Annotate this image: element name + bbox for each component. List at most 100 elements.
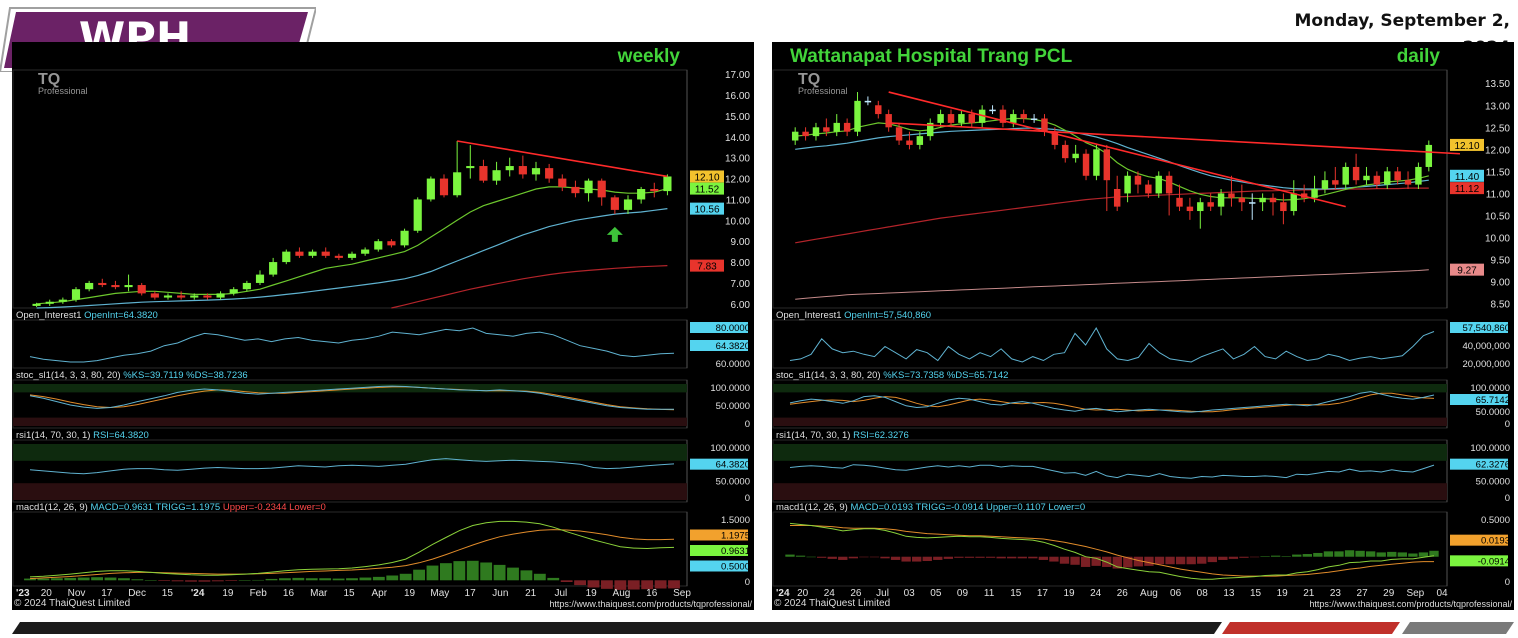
daily-chart: Wattanapat Hospital Trang PCL daily TQProf… bbox=[772, 42, 1514, 610]
weekly-candle-body bbox=[243, 283, 251, 289]
weekly-x-tick: Jun bbox=[492, 588, 508, 599]
weekly-x-tick: 21 bbox=[525, 588, 537, 599]
daily-macd-histogram-bar bbox=[806, 557, 815, 558]
daily-macd-histogram-bar bbox=[859, 557, 868, 558]
daily-macd-histogram-bar bbox=[996, 557, 1005, 559]
weekly-macd-histogram-bar bbox=[507, 568, 519, 581]
daily-macd-histogram-bar bbox=[1313, 553, 1322, 557]
weekly-macd-histogram-bar bbox=[78, 578, 90, 581]
daily-candle-body bbox=[1072, 154, 1078, 158]
weekly-macd-histogram-bar bbox=[480, 562, 492, 580]
daily-candle-body bbox=[1363, 176, 1369, 180]
weekly-macd-histogram-bar bbox=[185, 580, 197, 581]
daily-macd-histogram-bar bbox=[817, 557, 826, 558]
weekly-macd-histogram-bar bbox=[105, 578, 117, 581]
daily-macd-histogram-bar bbox=[965, 557, 974, 558]
weekly-macd-pane bbox=[13, 512, 687, 586]
daily-macd-histogram-bar bbox=[1197, 557, 1206, 564]
weekly-candle-body bbox=[650, 189, 658, 191]
daily-macd-histogram-bar bbox=[1303, 554, 1312, 557]
daily-price-tick: 11.00 bbox=[1486, 189, 1511, 200]
weekly-candle-body bbox=[400, 231, 408, 246]
daily-macd-histogram-bar bbox=[1408, 553, 1417, 556]
daily-stoc-axis-tick: 0 bbox=[1505, 419, 1510, 430]
weekly-macd-axis-label: 1.1975 bbox=[721, 531, 750, 542]
weekly-macd-histogram-bar bbox=[386, 575, 398, 580]
weekly-candle-body bbox=[164, 295, 172, 297]
daily-x-tick: 03 bbox=[904, 588, 916, 599]
daily-macd-histogram-bar bbox=[1398, 552, 1407, 556]
weekly-rsi-axis-label: 64.3820 bbox=[716, 460, 750, 471]
weekly-candle-body bbox=[440, 179, 448, 196]
daily-macd-histogram-bar bbox=[1039, 557, 1048, 560]
footer-bar bbox=[0, 618, 1518, 638]
daily-candle-body bbox=[937, 114, 943, 123]
daily-brand-subtitle: Professional bbox=[798, 86, 848, 96]
daily-rsi-title: rsi1(14, 70, 30, 1) RSI=62.3276 bbox=[776, 430, 909, 441]
daily-macd-histogram-bar bbox=[975, 557, 984, 558]
weekly-price-tick: 6.00 bbox=[731, 300, 751, 311]
weekly-macd-histogram-bar bbox=[131, 579, 143, 580]
weekly-candle-body bbox=[584, 181, 592, 194]
daily-candle-body bbox=[1176, 198, 1182, 207]
daily-rsi-axis-tick: 100.0000 bbox=[1470, 443, 1510, 454]
daily-candle-body bbox=[1394, 171, 1400, 180]
weekly-macd-histogram-bar bbox=[266, 579, 278, 580]
daily-x-tick: 24 bbox=[1090, 588, 1102, 599]
daily-macd-histogram-bar bbox=[923, 557, 932, 561]
daily-macd-histogram-bar bbox=[1271, 556, 1280, 557]
weekly-macd-histogram-bar bbox=[199, 580, 211, 581]
weekly-macd-histogram-bar bbox=[51, 578, 63, 580]
weekly-candle-body bbox=[138, 285, 146, 293]
weekly-macd-histogram-bar bbox=[453, 561, 465, 580]
weekly-macd-histogram-bar bbox=[400, 574, 412, 581]
daily-candle-body bbox=[906, 141, 912, 145]
daily-candle-body bbox=[1187, 207, 1193, 211]
weekly-candle-body bbox=[72, 289, 80, 299]
weekly-stoc-oversold-zone bbox=[13, 418, 687, 426]
weekly-rsi-axis-tick: 0 bbox=[745, 493, 750, 504]
weekly-candle-body bbox=[387, 241, 395, 245]
daily-candle-body bbox=[1353, 167, 1359, 180]
daily-price-tick: 10.00 bbox=[1485, 233, 1510, 244]
daily-candle-body bbox=[854, 101, 860, 132]
weekly-candle-body bbox=[571, 187, 579, 193]
daily-stoc-overbought-zone bbox=[773, 384, 1447, 392]
daily-price-tick: 11.50 bbox=[1486, 167, 1511, 178]
weekly-x-tick: '24 bbox=[191, 588, 205, 599]
weekly-candle-body bbox=[151, 293, 159, 297]
daily-price-tick: 13.00 bbox=[1485, 101, 1510, 112]
daily-macd-histogram-bar bbox=[1070, 557, 1079, 565]
weekly-candle-body bbox=[322, 252, 330, 256]
weekly-rsi-axis-tick: 50.0000 bbox=[716, 476, 750, 487]
weekly-candle-body bbox=[46, 302, 54, 304]
weekly-candle-body bbox=[492, 170, 500, 180]
daily-candle-body bbox=[1332, 180, 1338, 184]
weekly-price-label: 7.83 bbox=[697, 262, 717, 273]
weekly-price-label: 11.52 bbox=[695, 185, 720, 196]
daily-macd-histogram-bar bbox=[1292, 555, 1301, 557]
weekly-macd-histogram-bar bbox=[118, 578, 130, 580]
weekly-source-url[interactable]: https://www.thaiquest.com/products/tqpro… bbox=[549, 598, 752, 610]
daily-source-url[interactable]: https://www.thaiquest.com/products/tqpro… bbox=[1309, 598, 1512, 610]
weekly-macd-histogram-bar bbox=[373, 577, 385, 580]
daily-x-tick: 08 bbox=[1197, 588, 1209, 599]
weekly-x-tick: Mar bbox=[310, 588, 328, 599]
daily-candle-body bbox=[917, 136, 923, 145]
weekly-oi-axis-label: 64.3820 bbox=[716, 341, 750, 352]
daily-candle-body bbox=[1270, 198, 1276, 202]
daily-price-label: 9.27 bbox=[1457, 266, 1477, 277]
weekly-macd-histogram-bar bbox=[333, 579, 345, 581]
daily-macd-histogram-bar bbox=[1218, 557, 1227, 560]
weekly-candle-body bbox=[663, 176, 671, 191]
weekly-price-tick: 17.00 bbox=[725, 70, 750, 81]
daily-rsi-overbought-zone bbox=[773, 444, 1447, 461]
daily-candle-body bbox=[792, 132, 798, 141]
weekly-candle-body bbox=[466, 166, 474, 168]
daily-x-tick: 19 bbox=[1063, 588, 1075, 599]
daily-x-tick: 06 bbox=[1170, 588, 1182, 599]
weekly-price-tick: 9.00 bbox=[731, 237, 751, 248]
weekly-candle-body bbox=[598, 181, 606, 198]
weekly-candle-body bbox=[427, 179, 435, 200]
